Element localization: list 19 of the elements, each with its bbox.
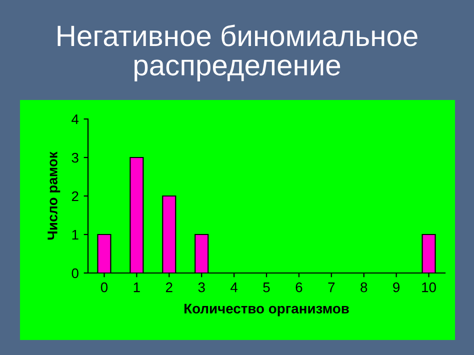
x-tick-label: 4: [230, 282, 238, 292]
y-tick-label: 0: [72, 268, 78, 278]
x-tick-label: 2: [166, 282, 172, 292]
y-tick-label: 3: [72, 152, 78, 163]
y-tick-label: 2: [72, 191, 78, 202]
x-tick-label: 5: [263, 282, 270, 292]
x-tick-label: 1: [134, 282, 140, 292]
y-tick-label: 4: [72, 114, 79, 124]
y-tick-label: 1: [72, 230, 78, 240]
x-tick-label: 9: [393, 282, 400, 292]
x-tick-label: 10: [422, 282, 436, 292]
x-tick-label: 3: [198, 282, 205, 292]
x-axis-title: Количество организмов: [184, 304, 349, 316]
chart-title: Негативное биномиальное распределение: [58, 24, 418, 82]
x-tick-label: 6: [296, 282, 302, 292]
x-tick-label: 7: [328, 282, 335, 292]
x-tick-label: 0: [100, 282, 108, 292]
x-tick-label: 8: [360, 282, 368, 292]
y-axis-title: Число рамок: [48, 152, 60, 240]
